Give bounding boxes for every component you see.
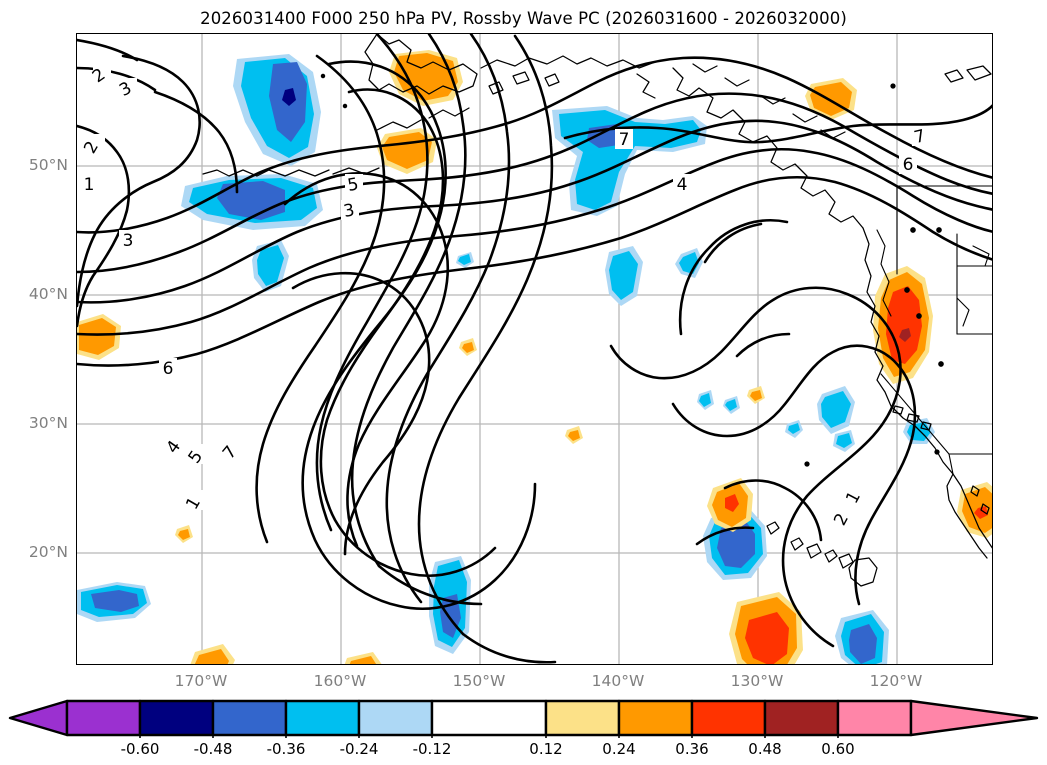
ytick-label-50n: 50°N xyxy=(28,156,68,174)
colorbar-tick-8: 0.36 xyxy=(675,740,709,758)
svg-text:6: 6 xyxy=(903,155,914,175)
ytick-label-20n: 20°N xyxy=(28,543,68,561)
colorbar-tick-10: 0.60 xyxy=(821,740,855,758)
colorbar-tick-2: -0.48 xyxy=(193,740,233,758)
xtick-label-170w: 170°W xyxy=(174,672,228,690)
colorbar-tick-9: 0.48 xyxy=(748,740,782,758)
colorbar-tick-6: 0.12 xyxy=(529,740,563,758)
map-plot-area[interactable]: 2 3 2 1 3 5 3 7 4 7 6 6 4 5 7 1 1 xyxy=(76,33,993,665)
colorbar-tick-1: -0.60 xyxy=(120,740,160,758)
colorbar-tick-5: -0.12 xyxy=(412,740,452,758)
colorbar-tick-4: -0.24 xyxy=(339,740,379,758)
coastlines xyxy=(202,34,992,587)
svg-text:3: 3 xyxy=(123,231,134,251)
colorbar[interactable]: -0.60 -0.48 -0.36 -0.24 -0.12 0.12 0.24 … xyxy=(0,698,1047,765)
xtick-label-140w: 140°W xyxy=(591,672,645,690)
svg-text:7: 7 xyxy=(912,126,927,148)
page-title: 2026031400 F000 250 hPa PV, Rossby Wave … xyxy=(200,9,847,28)
ytick-label-40n: 40°N xyxy=(28,285,68,303)
pv-contours xyxy=(77,34,992,664)
svg-text:6: 6 xyxy=(163,359,174,379)
svg-text:5: 5 xyxy=(346,174,360,196)
colorbar-canvas xyxy=(8,699,1039,738)
colorbar-extend-min xyxy=(8,699,69,737)
colorbar-ticks xyxy=(139,735,839,738)
svg-text:1: 1 xyxy=(84,175,95,195)
ytick-label-30n: 30°N xyxy=(28,414,68,432)
xtick-label-150w: 150°W xyxy=(452,672,506,690)
svg-text:3: 3 xyxy=(342,200,356,222)
map-canvas: 2 3 2 1 3 5 3 7 4 7 6 6 4 5 7 1 1 xyxy=(77,34,992,664)
colorbar-tick-7: 0.24 xyxy=(602,740,636,758)
svg-text:4: 4 xyxy=(677,175,688,195)
colorbar-tick-3: -0.36 xyxy=(266,740,306,758)
contour-labels: 2 3 2 1 3 5 3 7 4 7 6 6 4 5 7 1 1 xyxy=(80,64,930,529)
colorbar-segments xyxy=(8,699,1039,737)
anomaly-shading xyxy=(77,50,992,664)
xtick-label-120w: 120°W xyxy=(869,672,923,690)
xtick-label-130w: 130°W xyxy=(730,672,784,690)
svg-text:7: 7 xyxy=(619,130,630,150)
colorbar-extend-max xyxy=(909,699,1039,737)
xtick-label-160w: 160°W xyxy=(313,672,367,690)
